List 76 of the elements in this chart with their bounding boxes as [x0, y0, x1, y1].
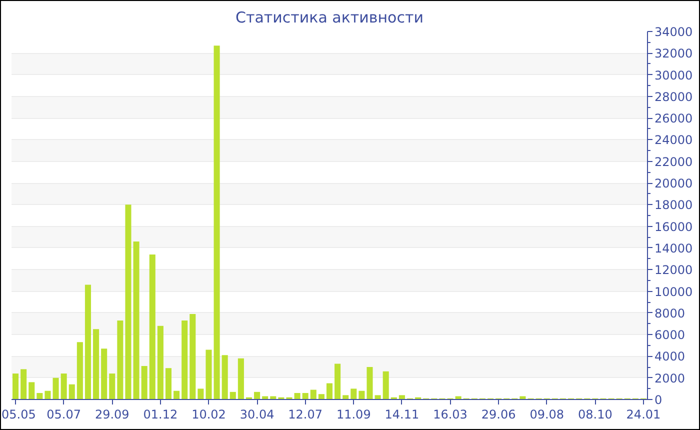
- y-tick-label: 22000: [654, 154, 693, 169]
- bar: [93, 329, 100, 400]
- y-tick-label: 4000: [654, 350, 686, 364]
- bar: [36, 393, 43, 400]
- bar: [52, 378, 59, 400]
- bar: [358, 390, 365, 400]
- x-tick-label: 29.06: [481, 408, 516, 422]
- y-tick-label: 32000: [654, 46, 693, 61]
- y-tick-label: 26000: [654, 112, 693, 126]
- bar: [350, 388, 357, 400]
- bar: [382, 371, 389, 400]
- bar: [174, 390, 180, 400]
- bar: [12, 374, 19, 400]
- y-tick-label: 34000: [654, 25, 693, 39]
- y-tick-label: 16000: [654, 220, 693, 234]
- bar: [20, 369, 27, 400]
- y-tick-label: 6000: [654, 328, 686, 342]
- bar: [318, 394, 324, 400]
- bar: [165, 368, 172, 400]
- y-tick-label: 18000: [654, 198, 693, 212]
- bar: [109, 374, 116, 400]
- x-tick-label: 11.09: [336, 408, 371, 422]
- bar: [374, 395, 381, 400]
- bar: [254, 392, 260, 400]
- bar: [149, 254, 156, 400]
- x-tick-label: 05.05: [2, 408, 36, 422]
- x-tick-label: 24.01: [626, 408, 661, 422]
- bar: [310, 390, 316, 400]
- bar: [398, 395, 405, 400]
- bar: [366, 367, 373, 400]
- bar: [230, 392, 236, 400]
- bar: [133, 241, 140, 400]
- x-tick-label: 14.11: [384, 408, 420, 422]
- x-tick-label: 12.07: [288, 408, 323, 422]
- y-tick-label: 28000: [654, 90, 693, 104]
- x-tick-label: 10.02: [192, 408, 226, 422]
- y-tick-label: 20000: [654, 176, 693, 191]
- bar: [28, 382, 35, 400]
- bar: [238, 358, 244, 400]
- bar: [117, 320, 124, 400]
- bar: [101, 348, 108, 400]
- bar: [222, 355, 228, 400]
- x-tick-label: 09.08: [530, 408, 564, 422]
- x-tick-label: 08.10: [578, 408, 612, 422]
- x-tick-label: 29.09: [94, 408, 130, 422]
- x-tick-label: 05.07: [46, 408, 82, 422]
- bar: [60, 374, 67, 400]
- y-tick-label: 14000: [654, 241, 693, 256]
- y-tick-label: 8000: [654, 306, 686, 320]
- x-tick-label: 30.04: [240, 408, 274, 422]
- bar: [302, 393, 308, 400]
- bar: [44, 390, 51, 400]
- bar: [342, 395, 349, 400]
- bar: [76, 342, 83, 400]
- bar: [334, 364, 341, 400]
- bar: [198, 388, 204, 400]
- y-tick-label: 12000: [654, 263, 693, 278]
- y-tick-label: 24000: [654, 133, 693, 148]
- bar: [206, 350, 212, 400]
- y-tick-label: 30000: [654, 68, 693, 82]
- bar: [190, 314, 196, 400]
- y-tick-label: 10000: [654, 284, 693, 299]
- bar: [68, 384, 75, 400]
- bar: [326, 383, 333, 400]
- x-tick-label: 01.12: [143, 408, 178, 422]
- bar: [125, 204, 132, 400]
- bar: [214, 46, 220, 400]
- y-tick-label: 2000: [654, 371, 686, 386]
- bar: [141, 366, 148, 400]
- bar: [294, 393, 300, 400]
- chart-title: Статистика активности: [236, 8, 424, 26]
- x-tick-label: 16.03: [433, 408, 468, 422]
- bar: [157, 326, 164, 400]
- bar: [84, 284, 91, 400]
- bar: [182, 320, 188, 400]
- y-tick-label: 0: [654, 393, 662, 407]
